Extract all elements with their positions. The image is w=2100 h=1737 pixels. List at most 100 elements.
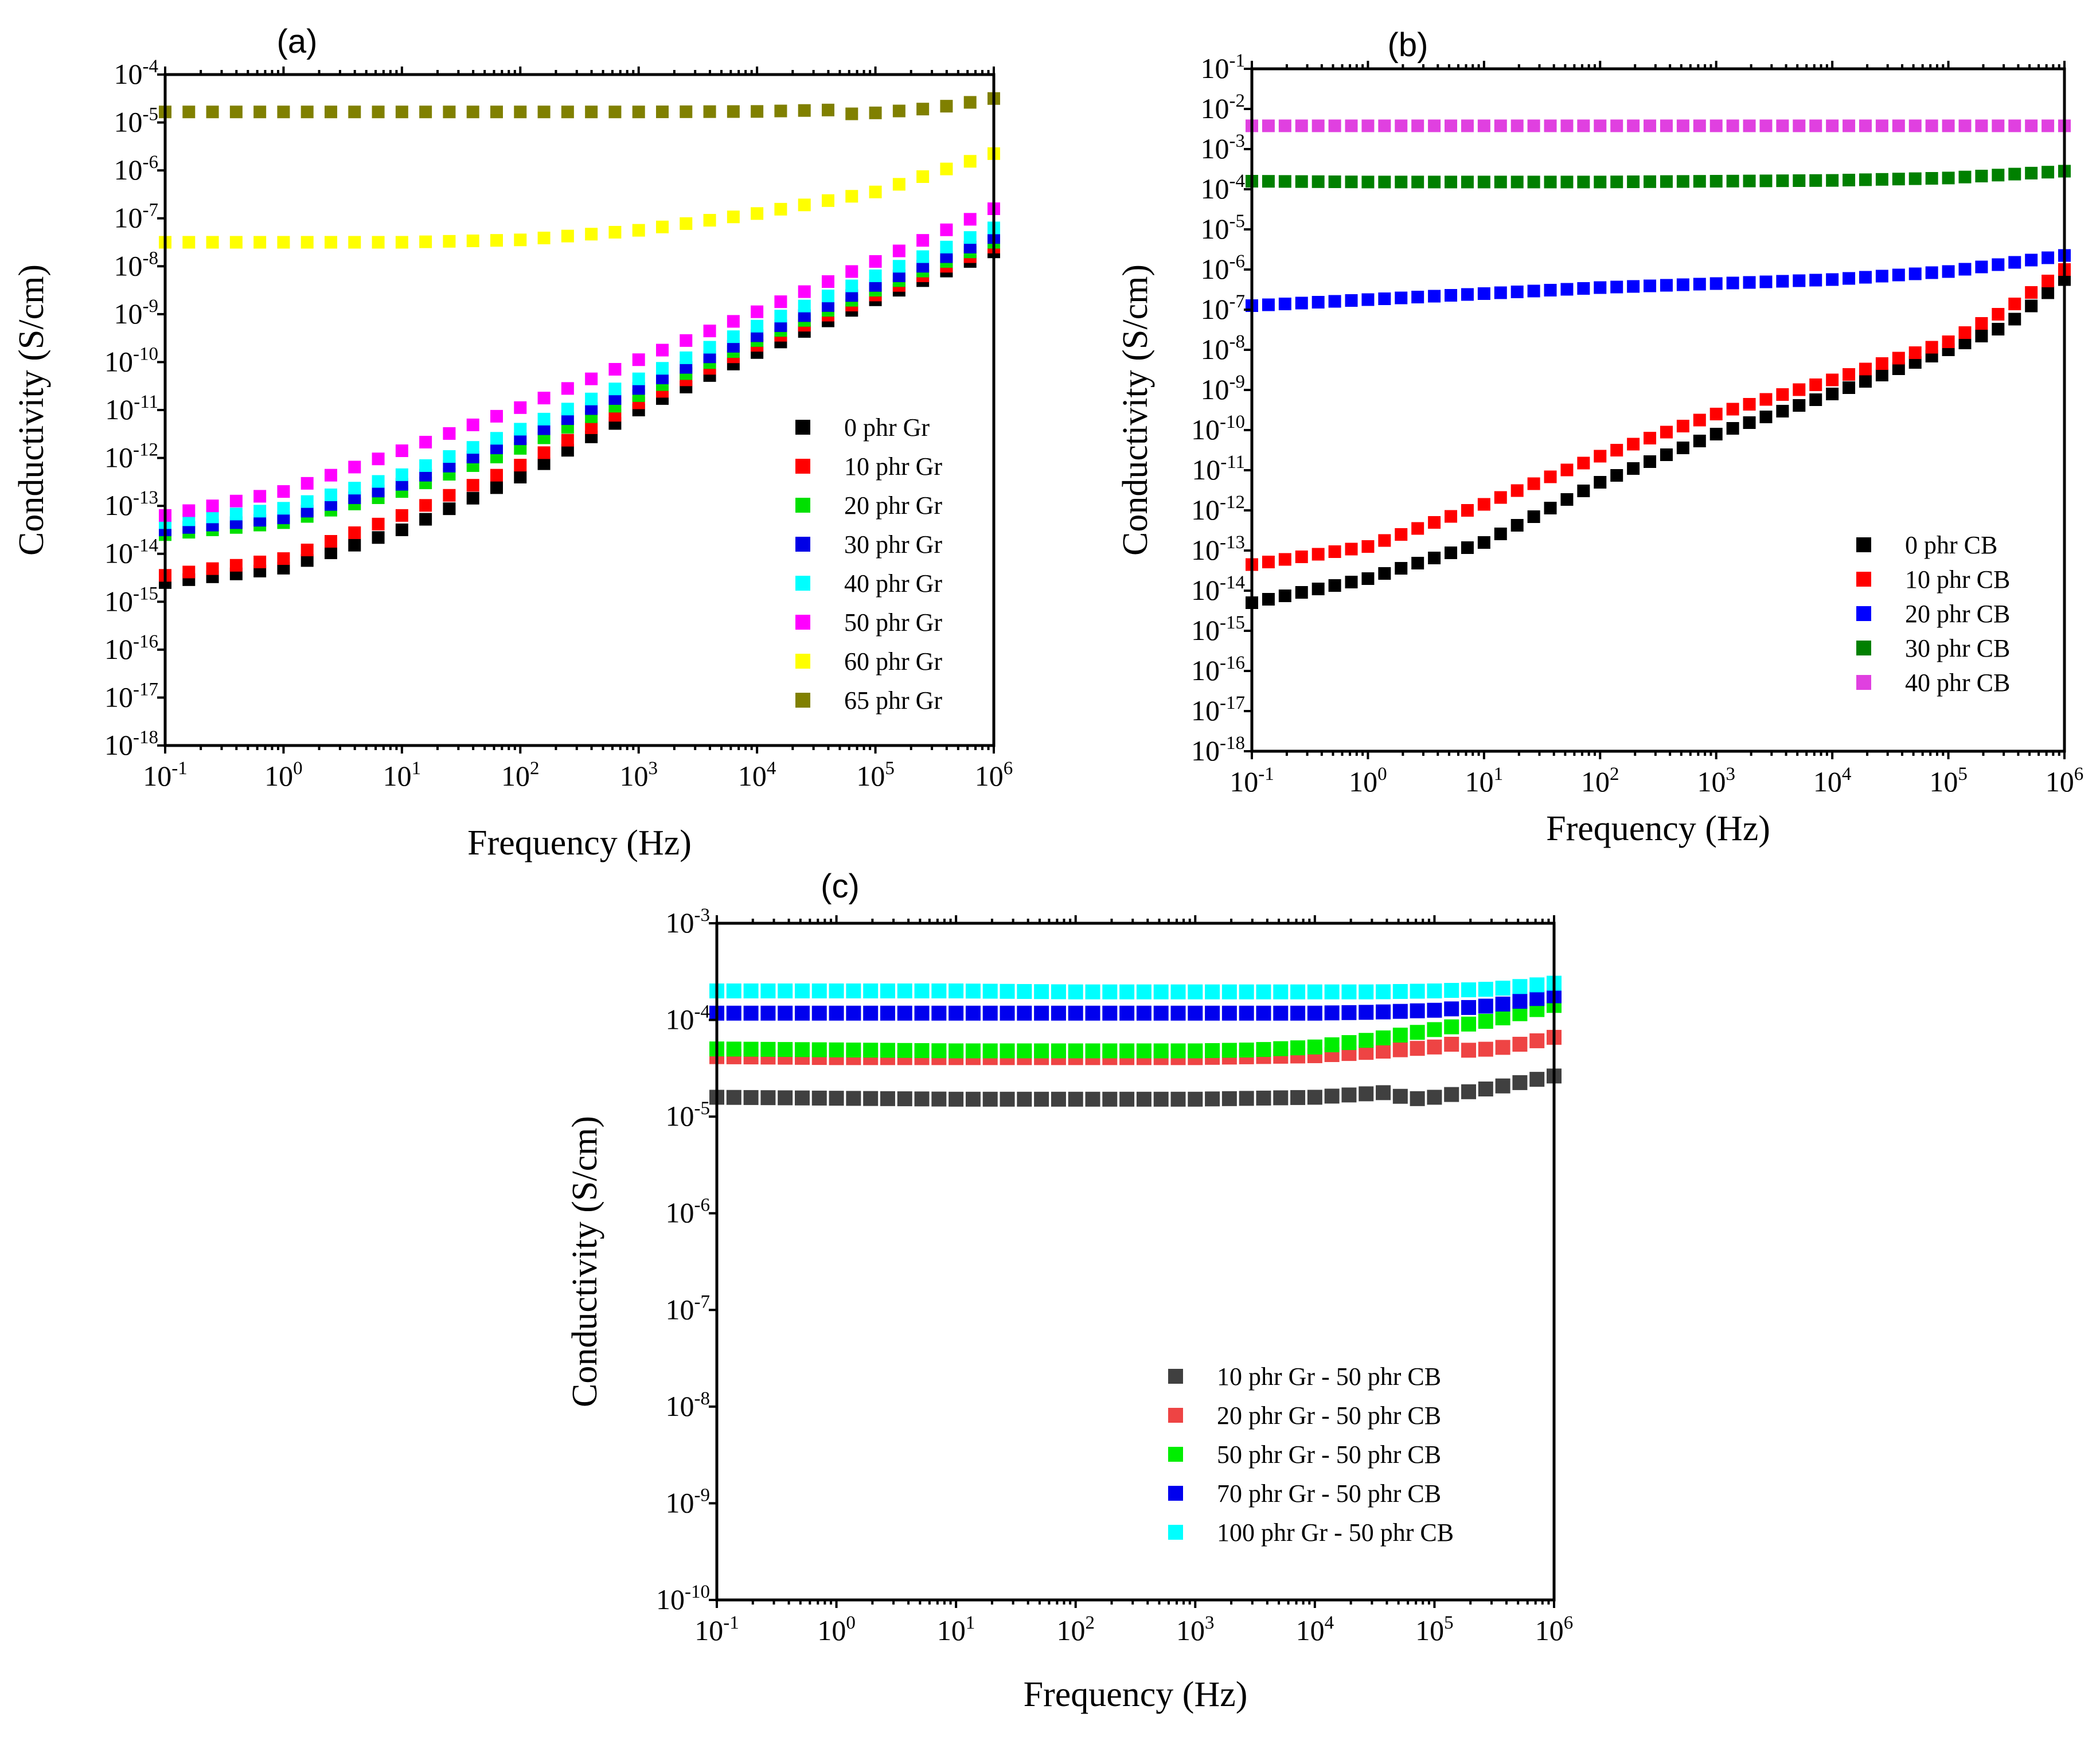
data-point (348, 236, 361, 249)
data-point (1709, 408, 1723, 420)
data-point (727, 105, 740, 118)
data-point (1544, 175, 1557, 189)
data-point (1307, 1090, 1322, 1105)
data-point (1709, 119, 1723, 132)
data-point (1221, 1043, 1237, 1058)
y-tick-label: 10-16 (1191, 653, 1245, 686)
data-point (1544, 502, 1557, 514)
data-point (982, 1005, 998, 1021)
data-point (1376, 984, 1391, 1000)
data-point (940, 223, 953, 236)
y-tick-label: 10-6 (114, 152, 159, 186)
x-axis-title: Frequency (Hz) (1024, 1675, 1248, 1714)
data-point (632, 224, 645, 237)
y-tick-label: 10-11 (105, 392, 158, 426)
data-point (1188, 984, 1203, 1000)
series-8 (159, 92, 1000, 120)
data-point (1859, 375, 1872, 388)
data-point (1743, 398, 1756, 411)
data-point (1925, 341, 1938, 354)
series-1 (1246, 273, 2071, 609)
data-point (229, 508, 243, 521)
data-point (1693, 175, 1706, 188)
data-point (1410, 1091, 1425, 1106)
x-tick-label: 102 (1056, 1613, 1095, 1646)
data-point (1908, 346, 1922, 359)
data-point (229, 106, 243, 119)
data-point (1793, 399, 1806, 412)
data-point (1290, 984, 1306, 1000)
data-point (892, 270, 905, 282)
data-point (940, 240, 953, 253)
data-point (443, 459, 456, 473)
data-point (300, 544, 314, 557)
legend-label: 65 phr Gr (844, 686, 942, 715)
data-point (703, 214, 716, 227)
data-point (325, 534, 337, 548)
data-point (1428, 290, 1441, 303)
data-point (914, 983, 930, 998)
data-point (1594, 476, 1607, 489)
x-axis-title: Frequency (Hz) (1546, 809, 1770, 848)
data-point (1776, 119, 1789, 132)
data-point (2008, 313, 2021, 326)
data-point (561, 412, 574, 426)
data-point (1610, 119, 1623, 132)
x-tick-label: 101 (383, 758, 421, 792)
data-point (1378, 567, 1391, 580)
data-point (751, 329, 764, 342)
data-point (1359, 984, 1374, 1000)
data-point (811, 1042, 827, 1057)
data-point (300, 495, 314, 508)
y-tick-label: 10-12 (1191, 492, 1245, 526)
data-point (466, 450, 479, 463)
data-point (1693, 278, 1706, 291)
data-point (965, 1091, 981, 1107)
data-point (743, 1090, 759, 1105)
data-point (1958, 170, 1972, 184)
data-point (1577, 485, 1590, 497)
series-1 (709, 1068, 1562, 1107)
data-point (656, 106, 669, 119)
data-point (1478, 998, 1493, 1014)
data-point (1793, 119, 1806, 132)
data-point (1444, 1036, 1459, 1052)
data-point (1975, 119, 1988, 132)
data-point (1273, 1090, 1289, 1106)
data-point (466, 441, 479, 454)
data-point (1378, 534, 1391, 547)
data-point (348, 106, 361, 119)
data-point (1262, 556, 1275, 568)
data-point (1560, 493, 1574, 506)
data-point (1119, 984, 1135, 1000)
data-point (1512, 1006, 1528, 1021)
data-point (1428, 552, 1441, 564)
data-point (743, 1041, 759, 1057)
data-point (2025, 253, 2038, 267)
x-tick-label: 10-1 (1229, 764, 1274, 798)
data-point (182, 504, 196, 517)
plot-frame (163, 73, 996, 747)
y-axis-title: Conductivity (S/cm) (565, 1116, 604, 1407)
data-point (1328, 579, 1341, 592)
data-point (863, 1091, 879, 1106)
data-point (1793, 174, 1806, 187)
data-point (1776, 174, 1789, 188)
y-tick-label: 10-16 (104, 631, 158, 665)
data-point (680, 351, 693, 364)
legend-marker (1168, 1408, 1183, 1423)
data-point (751, 305, 764, 318)
data-markers (1246, 119, 2071, 609)
legend: 0 phr CB 10 phr CB 20 phr CB 30 phr CB 40 ph… (1856, 531, 2010, 697)
data-point (656, 362, 669, 375)
data-point (1510, 175, 1524, 189)
data-point (419, 435, 432, 448)
data-point (774, 310, 787, 323)
data-point (1328, 119, 1341, 132)
y-tick-label: 10-10 (104, 344, 158, 377)
data-point (1000, 1043, 1015, 1059)
data-point (372, 106, 385, 119)
data-point (1478, 1013, 1493, 1029)
data-point (277, 552, 290, 565)
data-point (798, 309, 811, 322)
